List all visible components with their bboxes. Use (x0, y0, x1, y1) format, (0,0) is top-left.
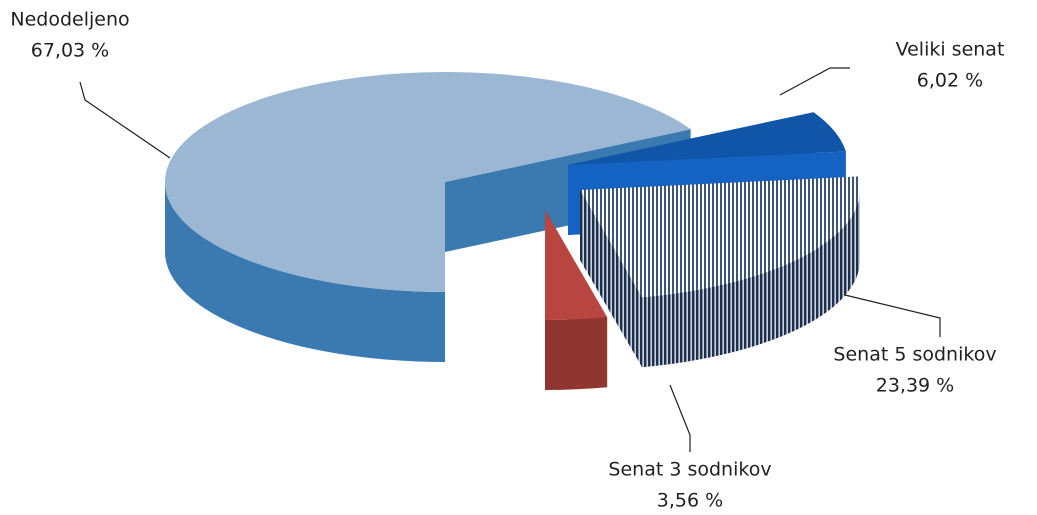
slice-value-label: 67,03 % (31, 40, 110, 62)
leader-line (669, 384, 691, 452)
slice (580, 176, 860, 298)
slice (568, 112, 846, 165)
slice (164, 71, 691, 293)
slice-wall (580, 190, 643, 368)
slice-value-label: 6,02 % (917, 70, 983, 92)
slice-label: Senat 3 sodnikov (608, 459, 771, 481)
slice-value-label: 3,56 % (657, 490, 723, 512)
leader-line (79, 81, 171, 159)
leader-line (779, 67, 850, 96)
leader-line (844, 294, 941, 337)
slice-side (642, 190, 860, 368)
slice (545, 210, 608, 320)
slice-side (165, 182, 445, 362)
slice-label: Nedodeljeno (10, 9, 129, 31)
slice-side (545, 317, 608, 390)
slice-label: Senat 5 sodnikov (833, 344, 996, 366)
slice-label: Veliki senat (896, 39, 1005, 61)
slice-value-label: 23,39 % (876, 375, 955, 397)
